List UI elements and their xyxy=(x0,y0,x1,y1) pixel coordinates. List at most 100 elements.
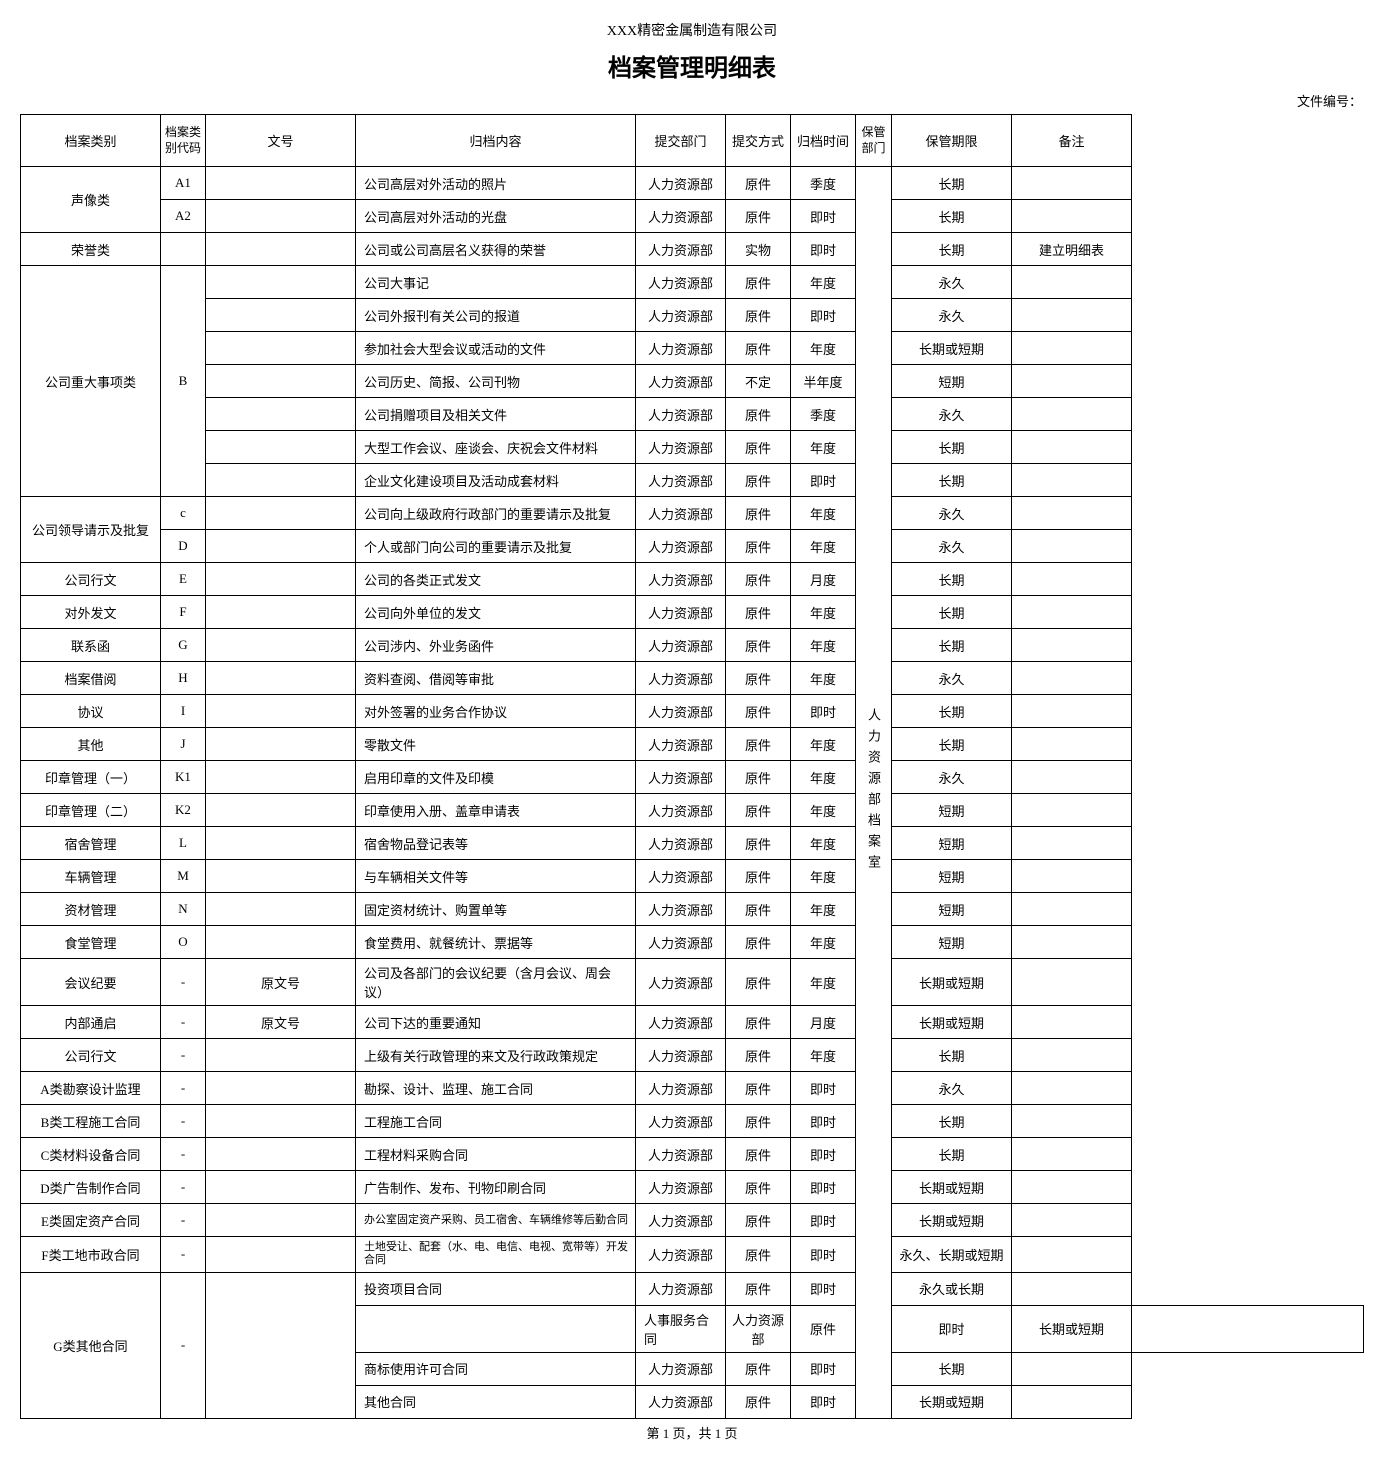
cell-remark xyxy=(1012,629,1132,662)
cell-remark xyxy=(1012,695,1132,728)
cell-time: 即时 xyxy=(791,1237,856,1272)
cell-period: 短期 xyxy=(892,860,1012,893)
cell-method: 原件 xyxy=(726,497,791,530)
cell-time: 即时 xyxy=(791,200,856,233)
cell-time: 即时 xyxy=(791,1072,856,1105)
cell-content: 公司下达的重要通知 xyxy=(356,1006,636,1039)
cell-category: 公司重大事项类 xyxy=(21,266,161,497)
cell-method: 原件 xyxy=(726,431,791,464)
cell-code: - xyxy=(161,1039,206,1072)
cell-dept: 人力资源部 xyxy=(636,299,726,332)
th-content: 归档内容 xyxy=(356,115,636,167)
cell-remark xyxy=(1012,200,1132,233)
cell-dept: 人力资源部 xyxy=(636,1039,726,1072)
company-name: XXX精密金属制造有限公司 xyxy=(20,20,1364,40)
cell-period: 长期或短期 xyxy=(1012,1305,1132,1352)
cell-dept: 人力资源部 xyxy=(636,893,726,926)
cell-period: 长期 xyxy=(892,596,1012,629)
cell-period: 永久 xyxy=(892,761,1012,794)
cell-dept: 人力资源部 xyxy=(636,860,726,893)
cell-code: G xyxy=(161,629,206,662)
th-remark: 备注 xyxy=(1012,115,1132,167)
cell-code: O xyxy=(161,926,206,959)
cell-method: 原件 xyxy=(726,1385,791,1418)
cell-dept: 人力资源部 xyxy=(636,563,726,596)
cell-docnum xyxy=(206,596,356,629)
cell-content: 人事服务合同 xyxy=(636,1305,726,1352)
cell-storage-dept: 人力资源部档案室 xyxy=(856,167,892,1418)
cell-dept: 人力资源部 xyxy=(636,959,726,1006)
cell-remark xyxy=(1012,1385,1132,1418)
table-row: 内部通启-原文号公司下达的重要通知人力资源部原件月度长期或短期 xyxy=(21,1006,1364,1039)
cell-remark xyxy=(1012,761,1132,794)
cell-code: - xyxy=(161,959,206,1006)
cell-code: E xyxy=(161,563,206,596)
cell-docnum xyxy=(206,662,356,695)
th-period: 保管期限 xyxy=(892,115,1012,167)
cell-code: D xyxy=(161,530,206,563)
cell-period: 永久 xyxy=(892,530,1012,563)
cell-time: 年度 xyxy=(791,794,856,827)
cell-docnum: 原文号 xyxy=(206,1006,356,1039)
cell-time: 即时 xyxy=(791,1171,856,1204)
table-row: 荣誉类公司或公司高层名义获得的荣誉人力资源部实物即时长期建立明细表 xyxy=(21,233,1364,266)
cell-category: 联系函 xyxy=(21,629,161,662)
cell-dept: 人力资源部 xyxy=(636,365,726,398)
table-row: 印章管理（二）K2印章使用入册、盖章申请表人力资源部原件年度短期 xyxy=(21,794,1364,827)
cell-code: I xyxy=(161,695,206,728)
table-row: 对外发文F公司向外单位的发文人力资源部原件年度长期 xyxy=(21,596,1364,629)
cell-method: 原件 xyxy=(726,1272,791,1305)
cell-dept: 人力资源部 xyxy=(636,728,726,761)
cell-docnum xyxy=(206,794,356,827)
cell-content: 公司的各类正式发文 xyxy=(356,563,636,596)
cell-period: 永久 xyxy=(892,299,1012,332)
cell-content: 参加社会大型会议或活动的文件 xyxy=(356,332,636,365)
cell-time: 季度 xyxy=(791,398,856,431)
cell-content: 对外签署的业务合作协议 xyxy=(356,695,636,728)
cell-remark xyxy=(1012,365,1132,398)
cell-dept: 人力资源部 xyxy=(636,596,726,629)
table-row: 车辆管理M与车辆相关文件等人力资源部原件年度短期 xyxy=(21,860,1364,893)
cell-category: 会议纪要 xyxy=(21,959,161,1006)
table-row: 公司重大事项类B公司大事记人力资源部原件年度永久 xyxy=(21,266,1364,299)
cell-dept: 人力资源部 xyxy=(636,167,726,200)
table-row: 参加社会大型会议或活动的文件人力资源部原件年度长期或短期 xyxy=(21,332,1364,365)
th-method: 提交方式 xyxy=(726,115,791,167)
cell-remark xyxy=(1012,398,1132,431)
cell-content: 个人或部门向公司的重要请示及批复 xyxy=(356,530,636,563)
cell-period: 长期或短期 xyxy=(892,1204,1012,1237)
cell-docnum xyxy=(356,1305,636,1352)
cell-method: 原件 xyxy=(726,1171,791,1204)
cell-category: 车辆管理 xyxy=(21,860,161,893)
cell-docnum xyxy=(206,299,356,332)
cell-docnum xyxy=(206,827,356,860)
archive-table: 档案类别 档案类别代码 文号 归档内容 提交部门 提交方式 归档时间 保管部门 … xyxy=(20,114,1364,1419)
cell-content: 办公室固定资产采购、员工宿舍、车辆维修等后勤合同 xyxy=(356,1204,636,1237)
cell-method: 原件 xyxy=(726,893,791,926)
th-storage: 保管部门 xyxy=(856,115,892,167)
cell-docnum xyxy=(206,1237,356,1272)
cell-dept: 人力资源部 xyxy=(636,200,726,233)
cell-period: 长期 xyxy=(892,464,1012,497)
cell-remark xyxy=(1012,1105,1132,1138)
cell-category: 对外发文 xyxy=(21,596,161,629)
cell-content: 大型工作会议、座谈会、庆祝会文件材料 xyxy=(356,431,636,464)
cell-docnum xyxy=(206,530,356,563)
cell-category: E类固定资产合同 xyxy=(21,1204,161,1237)
cell-category: C类材料设备合同 xyxy=(21,1138,161,1171)
cell-time: 年度 xyxy=(791,959,856,1006)
cell-remark xyxy=(1012,959,1132,1006)
cell-remark xyxy=(1012,596,1132,629)
table-row: 公司外报刊有关公司的报道人力资源部原件即时永久 xyxy=(21,299,1364,332)
cell-dept: 人力资源部 xyxy=(636,1204,726,1237)
cell-content: 公司大事记 xyxy=(356,266,636,299)
cell-dept: 人力资源部 xyxy=(636,233,726,266)
cell-category: 内部通启 xyxy=(21,1006,161,1039)
cell-remark xyxy=(1012,464,1132,497)
cell-code: A2 xyxy=(161,200,206,233)
cell-docnum xyxy=(206,1105,356,1138)
cell-method: 原件 xyxy=(726,827,791,860)
cell-docnum: 原文号 xyxy=(206,959,356,1006)
table-row: 印章管理（一）K1启用印章的文件及印模人力资源部原件年度永久 xyxy=(21,761,1364,794)
cell-time: 年度 xyxy=(791,332,856,365)
